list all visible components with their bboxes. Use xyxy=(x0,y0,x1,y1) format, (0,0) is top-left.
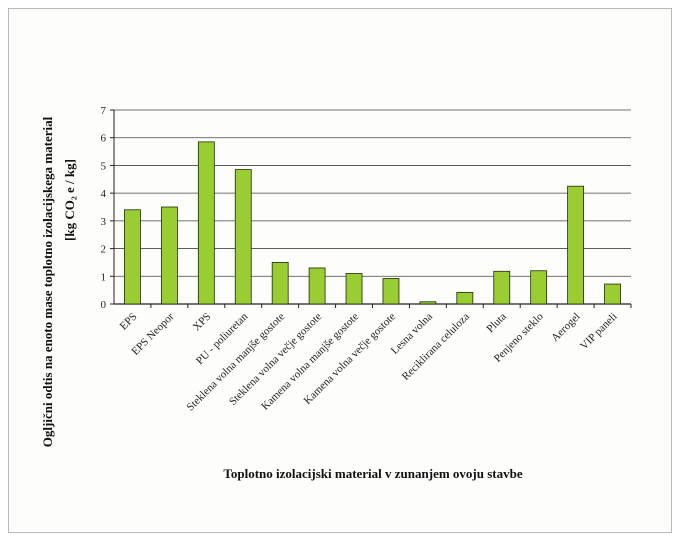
bar xyxy=(604,283,621,305)
bar xyxy=(308,267,326,305)
bar xyxy=(160,206,178,305)
bar xyxy=(419,301,437,305)
bar xyxy=(493,270,511,305)
y-tick-label: 0 xyxy=(101,299,107,311)
bar xyxy=(234,169,252,305)
x-tick-label: VIP paneli xyxy=(578,311,620,353)
gridlines xyxy=(113,109,631,305)
y-axis-title-line2: [kg CO₂ e / kg] xyxy=(62,159,77,241)
y-tick-label: 2 xyxy=(101,244,107,256)
bar xyxy=(567,185,585,305)
y-axis-title-line1: Ogljični odtis na enoto mase toplotno iz… xyxy=(40,116,55,447)
x-tick-label: EPS xyxy=(118,311,140,333)
y-tick-label: 3 xyxy=(101,216,107,228)
bar xyxy=(271,262,289,305)
bar xyxy=(382,278,400,305)
y-tick-label: 6 xyxy=(101,133,107,145)
x-tick-label: XPS xyxy=(191,311,214,334)
x-tick-label: Reciklirana celuloza xyxy=(400,311,472,383)
bar xyxy=(345,273,363,305)
y-tick-label: 1 xyxy=(101,271,107,283)
bar xyxy=(456,291,474,305)
y-tick-label: 4 xyxy=(101,188,107,200)
y-axis-ticks: 0 1 2 3 4 5 6 7 xyxy=(101,105,114,311)
y-tick-label: 5 xyxy=(101,160,107,172)
bars xyxy=(124,141,621,305)
bar xyxy=(197,141,215,305)
bar xyxy=(530,270,548,305)
x-tick-label: Pluta xyxy=(484,311,509,336)
bar xyxy=(124,209,141,305)
chart-frame xyxy=(8,8,672,533)
x-axis-title: Toplotno izolacijski material v zunanjem… xyxy=(223,466,522,481)
x-tick-label: Aerogel xyxy=(549,311,583,345)
y-tick-label: 7 xyxy=(101,105,107,117)
